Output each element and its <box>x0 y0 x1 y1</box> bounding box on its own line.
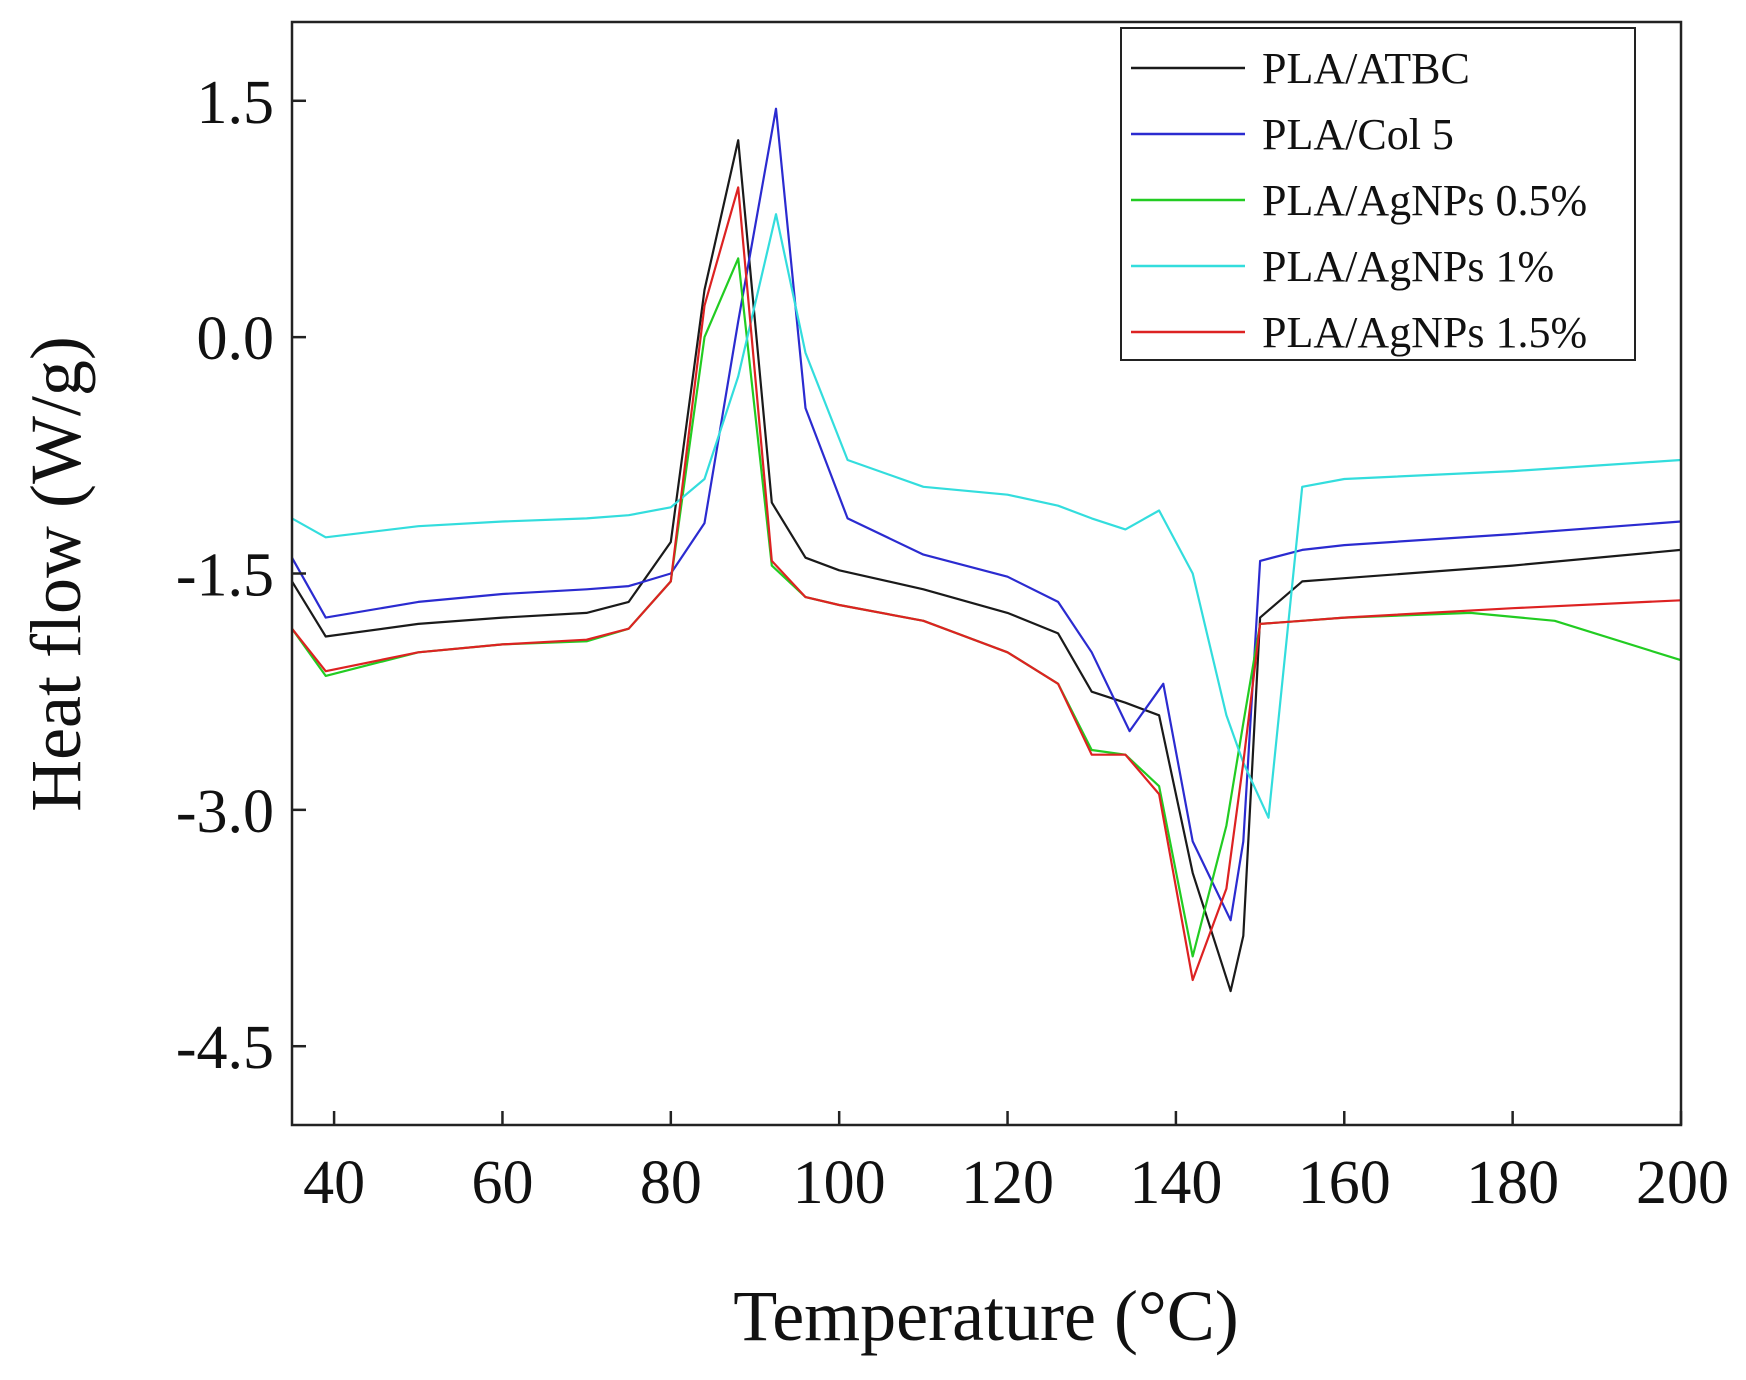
legend-label-4: PLA/AgNPs 1.5% <box>1262 308 1587 357</box>
legend-label-0: PLA/ATBC <box>1262 44 1470 93</box>
series-line-3 <box>292 213 1681 819</box>
y-tick-label: -4.5 <box>176 1014 274 1082</box>
x-axis-title: Temperature (°C) <box>733 1276 1239 1356</box>
series-line-4 <box>292 186 1681 982</box>
legend-box <box>1120 27 1636 361</box>
x-tick-label: 200 <box>1636 1149 1729 1217</box>
x-tick-label: 140 <box>1129 1149 1222 1217</box>
y-tick-label: -3.0 <box>176 778 274 846</box>
legend-label-1: PLA/Col 5 <box>1262 110 1454 159</box>
y-axis-title: Heat flow (W/g) <box>16 336 96 812</box>
series-line-0 <box>292 139 1681 993</box>
legend: PLA/ATBC PLA/Col 5 PLA/AgNPs 0.5% PLA/AgNPs… <box>1120 27 1636 361</box>
x-tick-label: 120 <box>961 1149 1054 1217</box>
series-line-1 <box>292 107 1681 922</box>
y-tick-label: 0.0 <box>197 305 275 373</box>
x-tick-label: 100 <box>793 1149 886 1217</box>
x-tick-label: 60 <box>471 1149 533 1217</box>
x-tick-label: 180 <box>1466 1149 1559 1217</box>
legend-label-2: PLA/AgNPs 0.5% <box>1262 176 1587 225</box>
x-tick-label: 80 <box>640 1149 702 1217</box>
y-tick-label: -1.5 <box>176 542 274 610</box>
legend-label-3: PLA/AgNPs 1% <box>1262 242 1554 291</box>
x-tick-label: 160 <box>1298 1149 1391 1217</box>
y-axis: 1.5 0.0 -1.5 -3.0 -4.5 <box>176 69 306 1082</box>
x-tick-label: 40 <box>303 1149 365 1217</box>
series-layer <box>292 107 1681 993</box>
y-tick-label: 1.5 <box>197 69 275 137</box>
x-axis: 40 60 80 100 120 140 160 180 200 <box>303 1111 1729 1217</box>
